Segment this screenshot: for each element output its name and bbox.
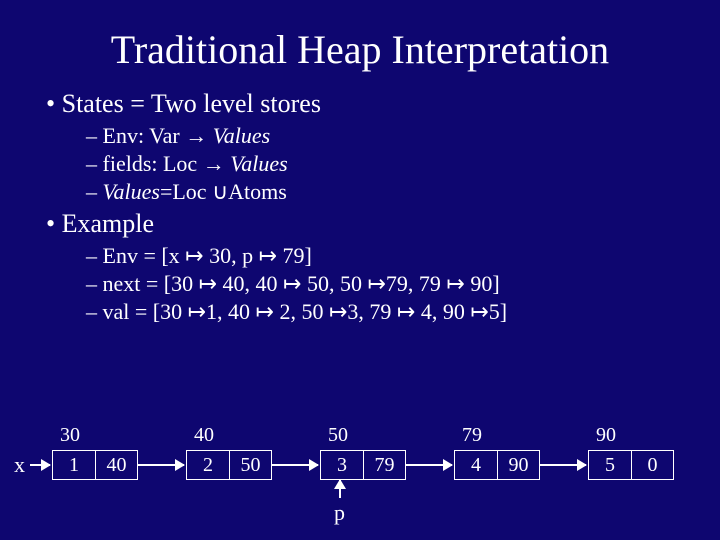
p-label: p (334, 500, 345, 526)
val-cell: 2 (187, 451, 229, 479)
bullet-env-prefix: Env: Var → (103, 123, 213, 148)
loc-label: 40 (194, 424, 214, 447)
next-cell: 79 (363, 451, 405, 479)
bullet-example-val: val = [30 ↦1, 40 ↦ 2, 50 ↦3, 79 ↦ 4, 90 … (86, 299, 680, 325)
val-cell: 3 (321, 451, 363, 479)
heap-node: 379 (320, 450, 406, 480)
bullet-states: States = Two level stores (46, 89, 680, 119)
loc-label: 79 (462, 424, 482, 447)
slide-title: Traditional Heap Interpretation (40, 26, 680, 73)
next-arrow (406, 464, 452, 466)
bullet-fields: fields: Loc → Values (86, 151, 680, 177)
val-cell: 4 (455, 451, 497, 479)
bullet-fields-prefix: fields: Loc → (103, 151, 231, 176)
next-cell: 50 (229, 451, 271, 479)
bullet-env: Env: Var → Values (86, 123, 680, 149)
next-cell: 40 (95, 451, 137, 479)
val-cell: 5 (589, 451, 631, 479)
next-arrow (272, 464, 318, 466)
heap-diagram: x 301404025050379794909050p (0, 420, 720, 540)
x-arrow (30, 464, 50, 466)
bullet-values-def: Values=Loc ∪Atoms (86, 179, 680, 205)
heap-node: 250 (186, 450, 272, 480)
loc-label: 50 (328, 424, 348, 447)
bullet-fields-values: Values (230, 151, 287, 176)
loc-label: 30 (60, 424, 80, 447)
next-cell: 0 (631, 451, 673, 479)
x-label: x (14, 452, 25, 478)
p-arrow (339, 480, 341, 498)
val-cell: 1 (53, 451, 95, 479)
heap-node: 140 (52, 450, 138, 480)
heap-node: 50 (588, 450, 674, 480)
bullet-env-values: Values (213, 123, 270, 148)
next-cell: 90 (497, 451, 539, 479)
bullet-example-next: next = [30 ↦ 40, 40 ↦ 50, 50 ↦79, 79 ↦ 9… (86, 271, 680, 297)
bullet-example-env: Env = [x ↦ 30, p ↦ 79] (86, 243, 680, 269)
next-arrow (138, 464, 184, 466)
heap-node: 490 (454, 450, 540, 480)
bullet-example: Example (46, 209, 680, 239)
next-arrow (540, 464, 586, 466)
bullet-values-rest: =Loc ∪Atoms (160, 179, 287, 204)
bullet-values-italic: Values (103, 179, 160, 204)
loc-label: 90 (596, 424, 616, 447)
